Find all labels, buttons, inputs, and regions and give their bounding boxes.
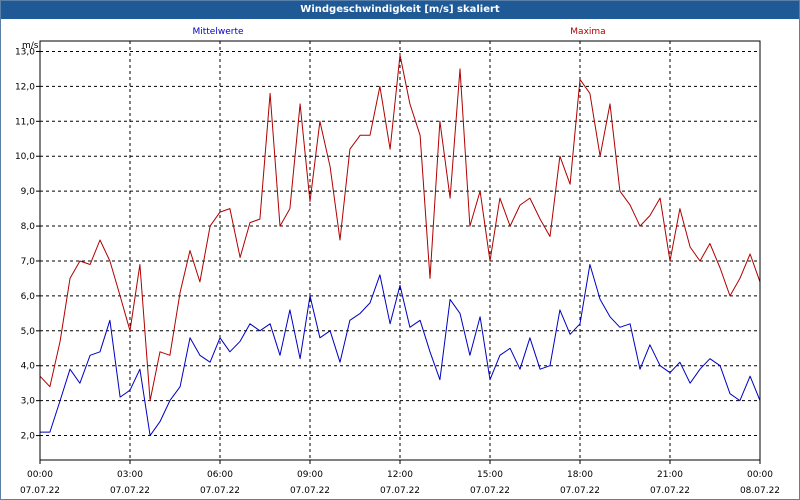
y-axis-ticks: 2,0 3,0 4,0 5,0 6,0 7,0 8,0 9,0 10,0 11,0 12,0 13,0 bbox=[15, 47, 40, 442]
x-tick-time: 06:00 bbox=[207, 470, 233, 480]
y-tick-label: 5,0 bbox=[21, 327, 36, 337]
y-tick-label: 6,0 bbox=[21, 292, 36, 302]
x-tick-date: 07.07.22 bbox=[560, 486, 600, 496]
x-tick-date: 07.07.22 bbox=[290, 486, 330, 496]
chart-title: Windgeschwindigkeit [m/s] skaliert bbox=[1, 1, 799, 19]
y-axis-label: m/s bbox=[22, 41, 39, 51]
x-axis-ticks: 00:00 07.07.22 03:00 07.07.22 06:00 07.07.22 0… bbox=[20, 460, 780, 496]
series-lines bbox=[39, 54, 761, 437]
y-tick-label: 10,0 bbox=[15, 152, 35, 162]
grid bbox=[40, 41, 760, 460]
y-tick-label: 11,0 bbox=[15, 117, 35, 127]
x-tick-date: 07.07.22 bbox=[650, 486, 690, 496]
y-tick-label: 9,0 bbox=[21, 187, 36, 197]
x-tick-time: 03:00 bbox=[117, 470, 143, 480]
y-tick-label: 13,0 bbox=[15, 47, 35, 57]
legend-maxima: Maxima bbox=[570, 27, 605, 37]
y-tick-label: 2,0 bbox=[21, 432, 36, 442]
plot-frame bbox=[39, 40, 761, 461]
y-tick-label: 12,0 bbox=[15, 82, 35, 92]
x-tick-date: 07.07.22 bbox=[470, 486, 510, 496]
y-tick-label: 3,0 bbox=[21, 397, 36, 407]
x-tick-time: 09:00 bbox=[297, 470, 323, 480]
y-tick-label: 8,0 bbox=[21, 222, 36, 232]
x-tick-date: 07.07.22 bbox=[380, 486, 420, 496]
legend-mittelwerte: Mittelwerte bbox=[192, 27, 243, 37]
x-tick-date: 07.07.22 bbox=[200, 486, 240, 496]
x-tick-time: 18:00 bbox=[567, 470, 593, 480]
x-tick-time: 00:00 bbox=[747, 470, 773, 480]
series-line-maxima bbox=[39, 54, 761, 402]
x-tick-time: 21:00 bbox=[657, 470, 683, 480]
x-tick-time: 15:00 bbox=[477, 470, 503, 480]
x-tick-time: 12:00 bbox=[387, 470, 413, 480]
series-line-mittelwerte bbox=[40, 264, 761, 437]
x-tick-date: 08.07.22 bbox=[740, 486, 780, 496]
y-tick-label: 7,0 bbox=[21, 257, 36, 267]
x-tick-time: 00:00 bbox=[27, 470, 53, 480]
x-tick-date: 07.07.22 bbox=[20, 486, 60, 496]
y-tick-label: 4,0 bbox=[21, 362, 36, 372]
x-tick-date: 07.07.22 bbox=[110, 486, 150, 496]
